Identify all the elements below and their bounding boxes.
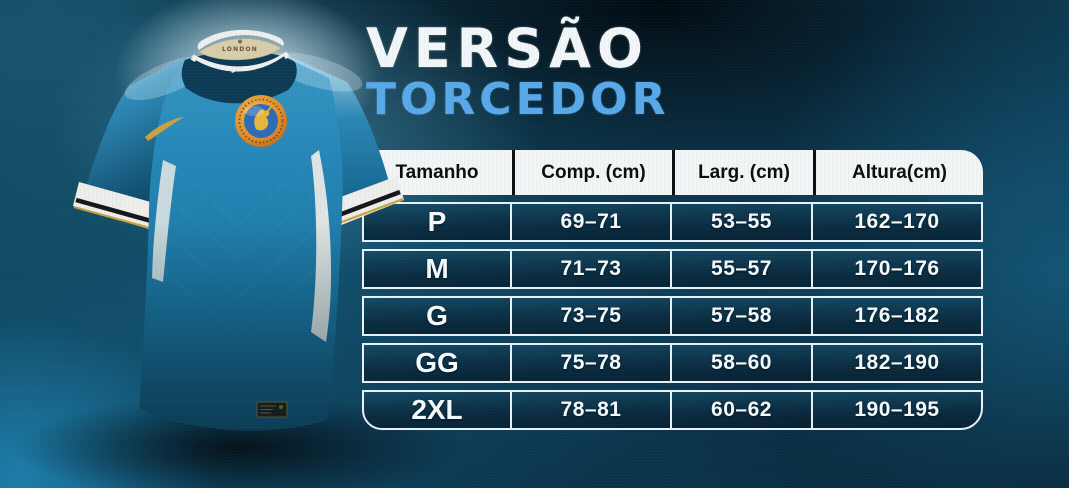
altura-cell: 190–195 bbox=[811, 390, 983, 430]
collar-crest-icon bbox=[238, 39, 242, 44]
header-larg: Larg. (cm) bbox=[672, 150, 813, 195]
size-chart-table: Tamanho Comp. (cm) Larg. (cm) Altura(cm)… bbox=[362, 150, 983, 430]
size-table-header-row: Tamanho Comp. (cm) Larg. (cm) Altura(cm) bbox=[362, 150, 983, 195]
larg-cell: 55–57 bbox=[670, 249, 813, 289]
header-comp: Comp. (cm) bbox=[512, 150, 672, 195]
larg-cell: 53–55 bbox=[670, 202, 813, 242]
altura-cell: 182–190 bbox=[811, 343, 983, 383]
altura-cell: 170–176 bbox=[811, 249, 983, 289]
comp-cell: 69–71 bbox=[510, 202, 672, 242]
jersey-image: LONDON bbox=[73, 29, 404, 431]
collar-label: LONDON bbox=[222, 46, 258, 53]
page-title: VERSÃO TORCEDOR bbox=[366, 22, 669, 122]
larg-cell: 57–58 bbox=[670, 296, 813, 336]
larg-cell: 60–62 bbox=[670, 390, 813, 430]
title-line-2: TORCEDOR bbox=[366, 74, 670, 125]
comp-cell: 73–75 bbox=[510, 296, 672, 336]
altura-cell: 176–182 bbox=[811, 296, 983, 336]
table-row: GG 75–78 58–60 182–190 bbox=[362, 343, 983, 383]
comp-cell: 78–81 bbox=[510, 390, 672, 430]
comp-cell: 71–73 bbox=[510, 249, 672, 289]
altura-cell: 162–170 bbox=[811, 202, 983, 242]
size-cell: GG bbox=[362, 343, 512, 383]
size-table-body: P 69–71 53–55 162–170 M 71–73 55–57 170–… bbox=[362, 202, 983, 430]
table-row: 2XL 78–81 60–62 190–195 bbox=[362, 390, 983, 430]
header-altura: Altura(cm) bbox=[813, 150, 983, 195]
size-cell: G bbox=[362, 296, 512, 336]
larg-cell: 58–60 bbox=[670, 343, 813, 383]
title-line-1: VERSÃO bbox=[366, 17, 649, 80]
header-tamanho: Tamanho bbox=[395, 161, 479, 183]
table-row: M 71–73 55–57 170–176 bbox=[362, 249, 983, 289]
table-row: G 73–75 57–58 176–182 bbox=[362, 296, 983, 336]
table-row: P 69–71 53–55 162–170 bbox=[362, 202, 983, 242]
comp-cell: 75–78 bbox=[510, 343, 672, 383]
